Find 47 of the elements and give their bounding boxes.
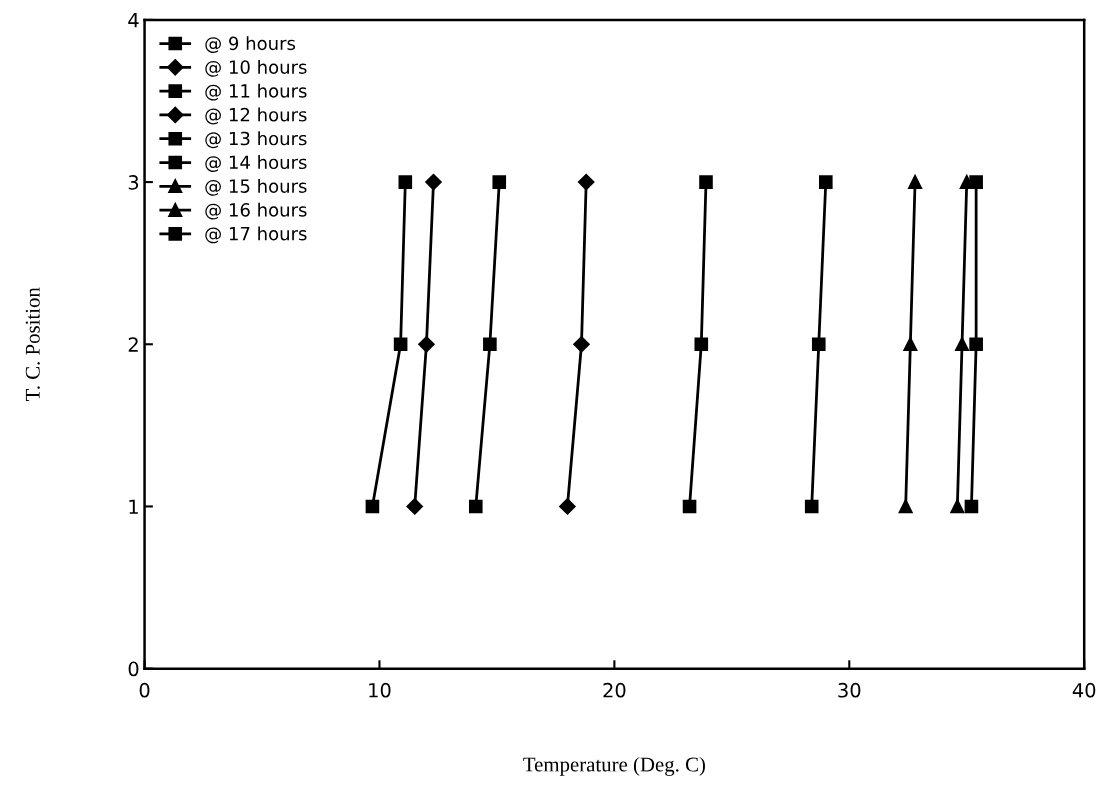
legend-label: @ 11 hours — [205, 83, 307, 101]
point — [573, 336, 590, 353]
legend-label: @ 9 hours — [205, 36, 296, 54]
legend-label: @ 16 hours — [205, 202, 307, 220]
point — [699, 175, 713, 189]
y-axis-title: T. C. Position — [25, 287, 40, 402]
y-tick-label: 4 — [128, 13, 139, 28]
x-tick-label: 10 — [369, 682, 391, 698]
point — [418, 336, 435, 353]
point — [682, 499, 697, 514]
point — [903, 337, 918, 352]
point — [969, 337, 983, 352]
x-axis-title: Temperature (Deg. C) — [523, 756, 705, 776]
point — [804, 499, 819, 514]
point — [578, 173, 595, 191]
point — [811, 337, 826, 352]
point — [694, 337, 709, 352]
legend-label: @ 14 hours — [205, 155, 307, 172]
y-tick-label: 0 — [128, 661, 139, 677]
point — [908, 175, 922, 189]
x-tick-label: 20 — [603, 682, 626, 698]
legend-label: @ 15 hours — [205, 178, 307, 196]
point — [425, 173, 442, 191]
point — [365, 499, 380, 514]
point — [559, 498, 576, 515]
point — [393, 337, 408, 352]
point — [468, 499, 483, 514]
legend-label: @ 17 hours — [205, 226, 307, 244]
legend-label: @ 12 hours — [205, 107, 307, 125]
point — [898, 499, 913, 514]
y-tick-label: 3 — [128, 175, 139, 190]
y-tick-label: 1 — [129, 499, 138, 514]
x-tick-label: 30 — [838, 682, 861, 698]
point — [483, 337, 497, 352]
legend-label: @ 10 hours — [205, 59, 307, 77]
point — [492, 175, 507, 189]
point — [950, 499, 965, 514]
point — [818, 175, 833, 189]
point — [955, 337, 969, 352]
x-tick-label: 40 — [1072, 682, 1096, 698]
point — [406, 498, 423, 515]
point — [969, 175, 983, 189]
y-tick-label: 2 — [128, 337, 138, 352]
point — [398, 175, 413, 189]
point — [964, 499, 979, 514]
x-tick-label: 0 — [139, 682, 150, 698]
legend-label: @ 13 hours — [205, 131, 307, 149]
